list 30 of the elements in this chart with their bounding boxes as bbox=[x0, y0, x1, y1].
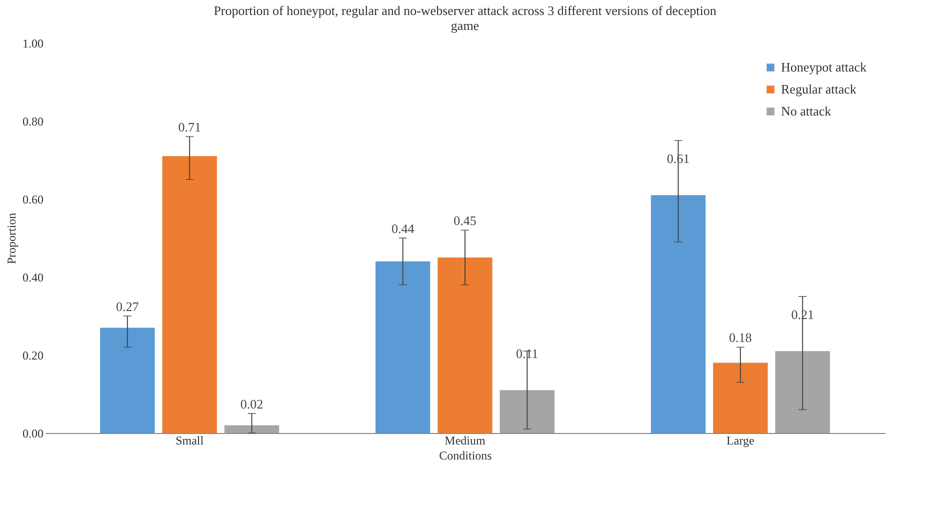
x-axis-title: Conditions bbox=[439, 448, 492, 462]
legend-label: No attack bbox=[781, 104, 832, 118]
y-tick-label: 0.20 bbox=[22, 348, 44, 362]
x-tick-label: Small bbox=[176, 434, 204, 448]
bar bbox=[162, 156, 217, 433]
bar bbox=[500, 390, 555, 433]
bar bbox=[650, 195, 706, 433]
legend-label: Regular attack bbox=[781, 82, 857, 96]
bar bbox=[224, 425, 280, 433]
x-tick-label: Medium bbox=[444, 434, 486, 448]
data-label: 0.45 bbox=[454, 213, 476, 228]
bar bbox=[713, 362, 768, 433]
bar bbox=[775, 351, 830, 433]
data-label: 0.18 bbox=[729, 330, 752, 346]
bar bbox=[375, 261, 430, 433]
bar bbox=[438, 258, 492, 433]
x-tick-label: Large bbox=[726, 434, 754, 448]
y-tick-label: 0.60 bbox=[22, 192, 44, 206]
chart-title: Proportion of honeypot, regular and no-webserver attack across 3 different versions of deception game bbox=[214, 3, 717, 33]
data-label: 0.27 bbox=[116, 299, 140, 314]
legend-label: Honeypot attack bbox=[781, 60, 868, 74]
y-tick-label: 0.00 bbox=[22, 426, 44, 440]
y-tick-label: 0.80 bbox=[22, 114, 44, 128]
data-label: 0.71 bbox=[178, 120, 201, 135]
bar bbox=[100, 328, 155, 433]
y-tick-label: 1.00 bbox=[22, 36, 44, 50]
y-tick-label: 0.40 bbox=[22, 270, 44, 284]
data-label: 0.44 bbox=[391, 221, 415, 236]
y-axis-title: Proportion bbox=[4, 212, 18, 264]
data-label: 0.02 bbox=[240, 396, 264, 412]
